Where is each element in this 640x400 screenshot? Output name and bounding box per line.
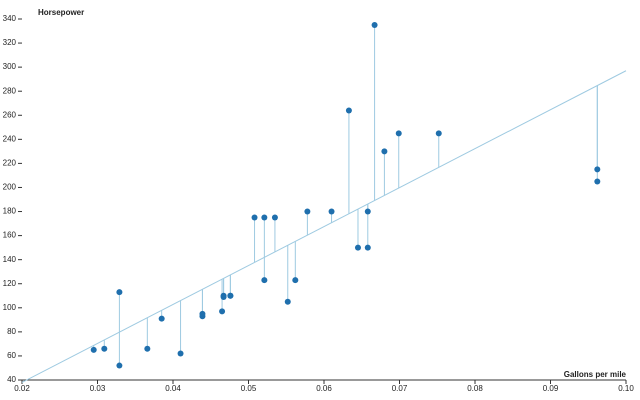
x-tick-label: 0.08 [467,384,483,393]
point [116,362,123,369]
x-tick-label: 0.02 [14,384,30,393]
y-tick-label: 300 [3,62,17,71]
point [261,214,268,221]
point [261,277,268,284]
point [227,292,234,299]
point [364,244,371,251]
y-tick-label: 320 [3,38,17,47]
point [101,345,108,352]
point [271,214,278,221]
y-tick-label: 260 [3,110,17,119]
x-tick-label: 0.06 [316,384,332,393]
y-tick-label: 200 [3,183,17,192]
point [292,277,299,284]
point [219,308,226,315]
y-tick-label: 40 [7,375,16,384]
point [395,130,402,137]
y-tick-label: 60 [7,351,16,360]
y-tick-label: 280 [3,86,17,95]
point [284,298,291,305]
point [328,208,335,215]
point [144,345,151,352]
point [251,214,258,221]
y-tick-label: 80 [7,327,16,336]
x-tick-label: 0.07 [392,384,408,393]
x-tick-label: 0.10 [618,384,634,393]
point [381,148,388,155]
point [594,178,601,185]
fit-line [21,70,627,383]
y-tick-label: 340 [3,14,17,23]
point [90,346,97,353]
x-axis-label: Gallons per mile [564,370,627,379]
point [345,107,352,114]
point [354,244,361,251]
point [594,166,601,173]
y-tick-label: 160 [3,231,17,240]
point [220,293,227,300]
point [177,350,184,357]
x-tick-label: 0.09 [543,384,559,393]
point [435,130,442,137]
point [364,208,371,215]
point [158,315,165,322]
point [371,22,378,29]
x-tick-label: 0.05 [241,384,257,393]
point [199,310,206,317]
x-tick-label: 0.04 [165,384,181,393]
point [304,208,311,215]
y-tick-label: 220 [3,159,17,168]
y-tick-label: 120 [3,279,17,288]
y-axis-label: Horsepower [38,8,84,17]
y-tick-label: 240 [3,134,17,143]
y-tick-label: 140 [3,255,17,264]
x-tick-label: 0.03 [90,384,106,393]
point [116,289,123,296]
y-tick-label: 180 [3,207,17,216]
y-tick-label: 100 [3,303,17,312]
